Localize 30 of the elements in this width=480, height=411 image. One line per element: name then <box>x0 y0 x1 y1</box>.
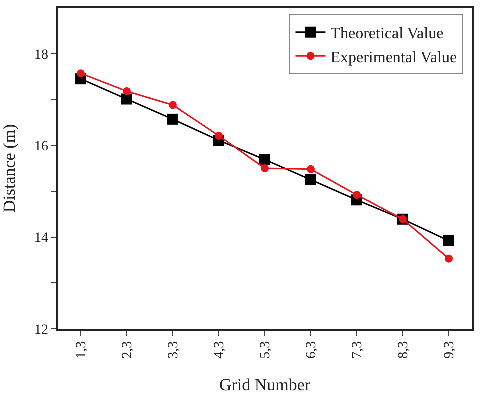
legend-label: Experimental Value <box>330 49 458 66</box>
point <box>168 114 178 125</box>
point <box>215 132 223 140</box>
point <box>260 154 270 166</box>
point <box>353 191 361 200</box>
point <box>77 70 85 78</box>
point <box>169 101 177 110</box>
x-tick-label: 9,3 <box>442 341 458 359</box>
y-tick-label: 12 <box>34 322 48 338</box>
y-tick-label: 16 <box>34 139 48 154</box>
point <box>445 254 453 263</box>
y-tick-label: 18 <box>34 48 48 63</box>
x-tick-label: 1,3 <box>74 341 90 359</box>
point <box>306 174 316 186</box>
x-tick-label: 7,3 <box>350 341 366 359</box>
point <box>123 87 131 96</box>
legend-label: Theoretical Value <box>330 26 444 43</box>
x-tick-label: 3,3 <box>166 341 182 359</box>
x-tick-label: 2,3 <box>120 341 136 359</box>
y-tick-label: 14 <box>34 231 48 246</box>
y-axis-title: Distance (m) <box>0 124 19 213</box>
x-tick-label: 6,3 <box>304 341 320 359</box>
point <box>122 94 132 105</box>
x-tick-label: 8,3 <box>396 341 412 359</box>
x-tick-label: 5,3 <box>258 341 274 359</box>
x-tick-label: 4,3 <box>212 341 228 359</box>
point <box>444 235 454 246</box>
point <box>307 165 315 174</box>
point <box>261 164 269 172</box>
x-axis-title: Grid Number <box>219 376 311 394</box>
